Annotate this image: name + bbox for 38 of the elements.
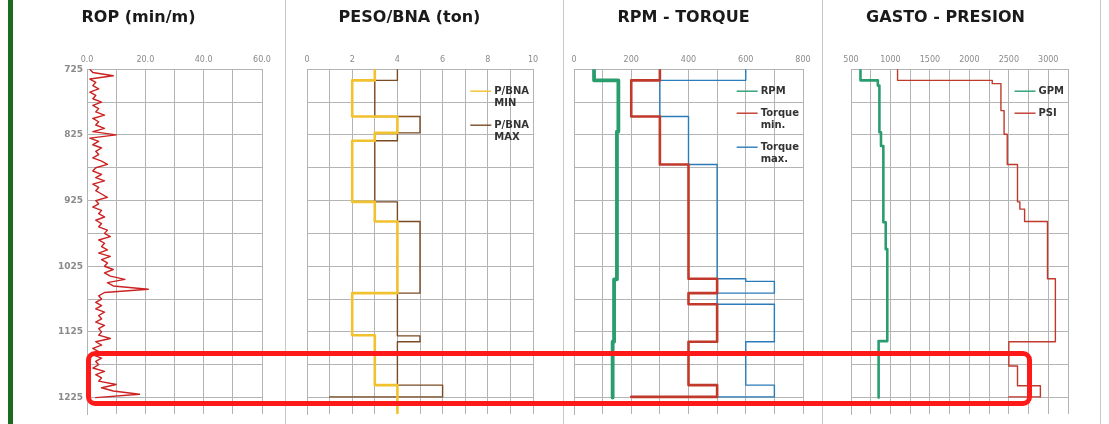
x-tick-label: 2 <box>349 55 355 65</box>
legend-label: Torque max. <box>760 140 800 164</box>
chart-title: RPM - TORQUE <box>617 6 750 26</box>
x-tick-label: 40.0 <box>194 55 213 65</box>
y-tick-label: 1025 <box>57 260 83 271</box>
x-tick-label: 2000 <box>959 55 980 65</box>
x-tick-label: 60.0 <box>253 55 271 65</box>
x-tick-label: 8 <box>485 55 491 65</box>
x-tick-label: 0.0 <box>80 55 94 65</box>
x-tick-label: 800 <box>795 55 811 65</box>
x-tick-label: 3000 <box>1038 55 1059 65</box>
x-tick-label: 20.0 <box>136 55 155 65</box>
x-tick-label: 10 <box>527 55 539 65</box>
legend-label: Torque min. <box>760 106 800 130</box>
x-tick-label: 400 <box>680 55 697 65</box>
legend-label: P/BNA MIN <box>494 84 530 108</box>
x-tick-label: 500 <box>843 55 859 65</box>
chart-title: ROP (min/m) <box>81 6 196 26</box>
y-tick-label: 1125 <box>57 326 83 337</box>
legend-label: PSI <box>1038 106 1057 118</box>
y-tick-label: 825 <box>64 129 83 140</box>
y-tick-label: 1225 <box>57 391 83 402</box>
y-tick-label: 725 <box>64 63 83 74</box>
x-tick-label: 600 <box>738 55 754 65</box>
x-tick-label: 0 <box>571 55 577 65</box>
chart-title: GASTO - PRESION <box>866 6 1025 26</box>
x-tick-label: 0 <box>304 55 310 65</box>
x-tick-label: 200 <box>623 55 639 65</box>
x-tick-label: 2500 <box>998 55 1019 65</box>
x-tick-label: 4 <box>394 55 400 65</box>
x-tick-label: 6 <box>440 55 446 65</box>
legend-label: GPM <box>1038 84 1065 96</box>
legend-label: P/BNA MAX <box>494 118 530 142</box>
legend-label: RPM <box>760 84 786 96</box>
x-tick-label: 1000 <box>880 55 901 65</box>
x-tick-label: 1500 <box>919 55 941 65</box>
chart-title: PESO/BNA (ton) <box>338 6 481 26</box>
y-tick-label: 925 <box>64 194 83 205</box>
